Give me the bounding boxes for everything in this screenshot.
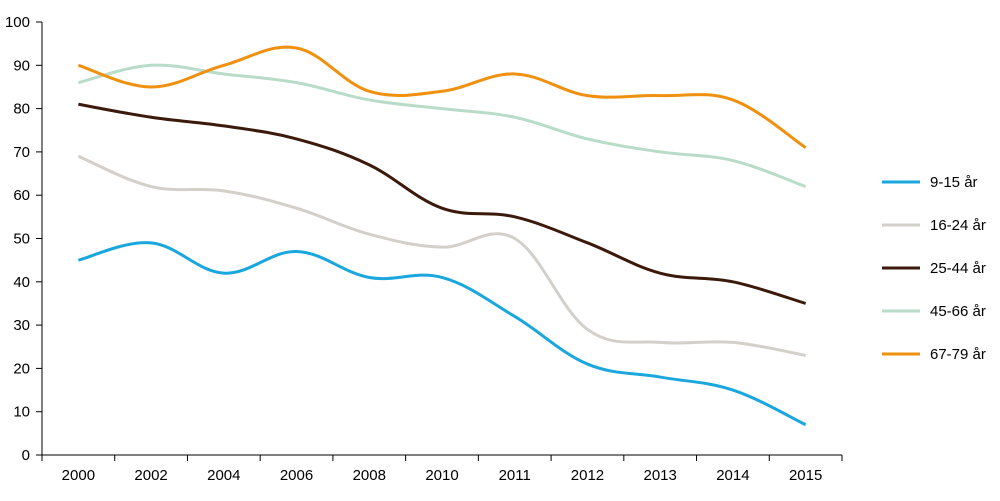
x-tick-label: 2002 [134,467,167,484]
series-line-5 [77,45,807,149]
x-tick-label: 2006 [280,467,313,484]
legend: 9-15 år 16-24 år 25-44 år 45-66 år 67-79 år [882,174,986,363]
y-tick-label: 40 [13,274,30,291]
x-tick-label: 2008 [353,467,386,484]
y-tick-label: 30 [13,317,30,334]
legend-label: 16-24 år [930,217,986,234]
x-tick-label: 2010 [425,467,458,484]
x-axis-ticks: 2000 2002 2004 2006 2008 2010 2011 2012 2013 2014… [41,455,843,484]
legend-label: 45-66 år [930,303,986,320]
x-tick-label: 2013 [643,467,676,484]
y-tick-label: 10 [13,404,30,421]
x-tick-label: 2011 [499,467,531,484]
legend-label: 9-15 år [930,174,978,191]
series-line-1 [77,241,807,427]
y-tick-label: 100 [5,14,30,31]
x-tick-label: 2015 [789,467,822,484]
x-tick-label: 2000 [62,467,95,484]
y-axis-ticks: 0 10 20 30 40 50 60 70 80 90 100 [5,14,42,464]
y-tick-label: 50 [13,231,30,248]
series-line-2 [77,154,806,357]
y-tick-label: 0 [22,447,30,464]
y-tick-label: 20 [13,360,30,377]
y-tick-label: 70 [13,144,30,161]
legend-label: 25-44 år [930,260,986,277]
y-tick-label: 80 [13,101,30,118]
y-tick-label: 60 [13,187,30,204]
y-tick-label: 90 [13,57,30,74]
x-tick-label: 2014 [716,467,749,484]
x-tick-label: 2004 [207,467,240,484]
series-line-4 [78,63,807,188]
legend-label: 67-79 år [930,346,986,363]
series-lines [77,45,807,427]
x-tick-label: 2012 [571,467,604,484]
series-line-3 [78,102,807,305]
